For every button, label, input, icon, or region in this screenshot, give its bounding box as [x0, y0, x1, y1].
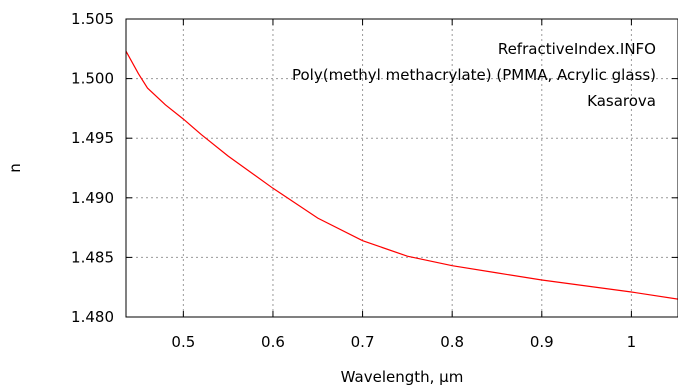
grid — [126, 19, 678, 317]
axis-ticks: 0.5 0.6 0.7 0.8 0.9 1 1.480 1.485 1.490 1.495 1.50… — [71, 10, 678, 351]
x-tick-label: 0.5 — [171, 333, 195, 351]
annotations: RefractiveIndex.INFO Poly(methyl methacr… — [292, 40, 656, 110]
series-layer — [125, 50, 678, 300]
x-axis-title: Wavelength, µm — [341, 368, 464, 386]
y-tick-label: 1.500 — [71, 70, 114, 88]
y-tick-label: 1.485 — [71, 248, 114, 266]
x-tick-label: 0.7 — [351, 333, 375, 351]
x-tick-label: 1 — [627, 333, 637, 351]
annotation-source: RefractiveIndex.INFO — [498, 40, 656, 58]
plot-frame — [125, 18, 678, 318]
x-tick-label: 0.8 — [440, 333, 464, 351]
y-tick-label: 1.480 — [71, 308, 114, 326]
x-tick-label: 0.6 — [261, 333, 285, 351]
x-tick-label: 0.9 — [530, 333, 554, 351]
y-tick-label: 1.505 — [71, 10, 114, 28]
refractive-index-line — [125, 50, 678, 300]
annotation-material: Poly(methyl methacrylate) (PMMA, Acrylic… — [292, 66, 656, 84]
y-tick-label: 1.490 — [71, 189, 114, 207]
y-tick-label: 1.495 — [71, 129, 114, 147]
annotation-author: Kasarova — [587, 92, 656, 110]
y-axis-title: n — [6, 163, 24, 173]
